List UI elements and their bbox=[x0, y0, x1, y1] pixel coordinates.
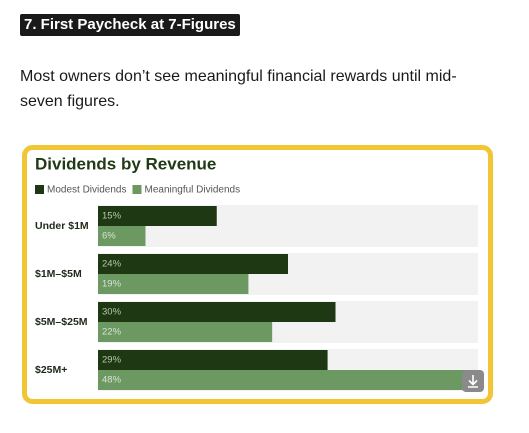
category-label: $1M–$5M bbox=[35, 268, 82, 280]
legend-label: Meaningful Dividends bbox=[144, 185, 240, 196]
bar bbox=[98, 206, 217, 226]
paragraph: Most owners don’t see meaningful financi… bbox=[20, 68, 457, 110]
bar bbox=[98, 274, 249, 294]
bar bbox=[98, 226, 146, 246]
bar bbox=[98, 350, 328, 370]
bar bbox=[98, 370, 478, 390]
value-label: 24% bbox=[102, 259, 122, 270]
value-label: 15% bbox=[102, 211, 122, 222]
category-label: $5M–$25M bbox=[35, 316, 88, 328]
bar bbox=[98, 322, 273, 342]
chart-title: Dividends by Revenue bbox=[35, 154, 216, 173]
chart: Dividends by Revenue Modest Dividends Mea… bbox=[22, 145, 493, 404]
value-label: 22% bbox=[102, 327, 122, 338]
bar bbox=[98, 302, 336, 322]
value-label: 29% bbox=[102, 355, 122, 366]
category-label: Under $1M bbox=[35, 220, 89, 232]
value-label: 19% bbox=[102, 279, 122, 290]
value-label: 48% bbox=[102, 375, 122, 386]
value-label: 30% bbox=[102, 307, 122, 318]
legend-swatch bbox=[35, 185, 44, 194]
value-label: 6% bbox=[102, 231, 116, 242]
legend-label: Modest Dividends bbox=[47, 185, 126, 196]
category-label: $25M+ bbox=[35, 364, 67, 376]
legend-swatch bbox=[132, 185, 142, 194]
download-icon[interactable] bbox=[462, 370, 484, 392]
heading: 7. First Paycheck at 7-Figures bbox=[20, 14, 240, 36]
bar bbox=[98, 254, 288, 274]
